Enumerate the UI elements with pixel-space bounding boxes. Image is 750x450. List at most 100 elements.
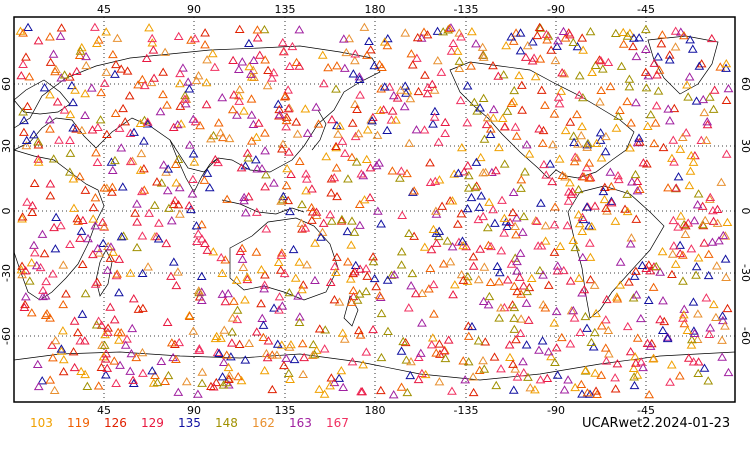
- station-marker: [649, 58, 660, 67]
- station-marker: [374, 290, 385, 300]
- station-marker: [369, 273, 380, 283]
- station-marker: [281, 115, 292, 125]
- station-marker: [467, 26, 477, 36]
- station-marker: [172, 119, 183, 129]
- station-marker: [362, 50, 372, 59]
- station-marker: [162, 185, 173, 195]
- station-marker: [717, 311, 728, 320]
- station-marker: [206, 134, 216, 143]
- station-marker: [595, 97, 605, 106]
- station-marker: [50, 335, 61, 345]
- station-marker: [582, 388, 593, 397]
- station-marker: [332, 252, 342, 261]
- legend-item: 119: [67, 416, 90, 430]
- station-marker: [659, 316, 670, 326]
- station-marker: [131, 352, 142, 362]
- station-marker: [391, 115, 401, 124]
- station-marker: [283, 104, 294, 113]
- station-marker: [38, 285, 48, 294]
- station-marker: [658, 142, 669, 152]
- station-marker: [105, 302, 116, 311]
- station-marker: [606, 198, 617, 207]
- station-marker: [347, 118, 358, 127]
- station-marker: [193, 389, 203, 398]
- station-marker: [550, 202, 560, 211]
- station-marker: [152, 177, 162, 186]
- station-marker: [461, 241, 472, 251]
- station-marker: [170, 159, 181, 168]
- station-marker: [143, 262, 153, 271]
- station-marker: [714, 236, 724, 245]
- station-marker: [220, 255, 231, 264]
- station-marker: [316, 232, 326, 241]
- station-marker: [368, 256, 379, 266]
- station-marker: [197, 234, 207, 243]
- station-marker: [17, 261, 27, 270]
- station-marker: [590, 201, 600, 210]
- station-marker: [50, 66, 60, 76]
- station-marker: [698, 94, 709, 104]
- station-marker: [358, 360, 369, 369]
- station-marker: [65, 135, 75, 144]
- station-marker: [329, 295, 340, 304]
- station-marker: [320, 325, 331, 334]
- station-marker: [326, 174, 337, 183]
- station-marker: [240, 161, 251, 170]
- station-marker: [522, 286, 532, 296]
- station-marker: [397, 210, 408, 220]
- station-marker: [651, 101, 662, 110]
- station-marker: [413, 352, 424, 362]
- station-marker: [468, 372, 478, 381]
- station-marker: [260, 146, 271, 155]
- station-marker: [226, 338, 237, 347]
- station-marker: [415, 348, 426, 357]
- lon-tick-label-top: -45: [637, 3, 655, 16]
- station-marker: [663, 183, 673, 192]
- station-marker: [611, 123, 622, 132]
- station-marker: [350, 99, 360, 108]
- station-marker: [580, 365, 591, 374]
- station-marker: [122, 66, 133, 75]
- station-marker: [552, 266, 563, 275]
- station-marker: [107, 182, 118, 191]
- station-marker: [388, 390, 399, 399]
- station-marker: [602, 206, 612, 215]
- station-marker: [226, 352, 236, 361]
- station-marker: [376, 308, 387, 318]
- station-marker: [18, 28, 28, 37]
- station-marker: [184, 311, 195, 320]
- station-marker: [478, 211, 489, 221]
- station-marker: [371, 160, 382, 170]
- station-marker: [686, 335, 697, 344]
- station-marker: [126, 348, 137, 358]
- station-marker: [693, 357, 704, 366]
- station-marker: [87, 249, 98, 259]
- station-marker: [80, 369, 91, 379]
- station-marker: [590, 60, 601, 70]
- station-marker: [478, 93, 489, 102]
- lat-tick-label-right: -30: [739, 264, 750, 282]
- station-marker: [707, 237, 718, 246]
- station-marker: [259, 280, 270, 289]
- station-marker: [648, 282, 659, 291]
- station-marker: [482, 112, 493, 122]
- station-marker: [302, 260, 312, 269]
- station-marker: [175, 209, 185, 218]
- station-marker: [428, 279, 439, 289]
- station-marker: [420, 70, 430, 79]
- station-marker: [256, 264, 267, 274]
- station-marker: [309, 350, 320, 359]
- station-marker: [59, 70, 70, 79]
- station-marker: [396, 260, 407, 269]
- station-marker: [28, 130, 39, 139]
- station-marker: [91, 320, 102, 329]
- station-marker: [403, 303, 414, 312]
- station-marker: [77, 125, 87, 135]
- station-marker: [411, 125, 422, 134]
- station-marker: [554, 99, 565, 108]
- station-marker: [463, 183, 474, 192]
- station-marker: [657, 246, 668, 256]
- station-marker: [208, 247, 219, 256]
- station-marker: [534, 22, 545, 32]
- station-marker: [483, 240, 494, 249]
